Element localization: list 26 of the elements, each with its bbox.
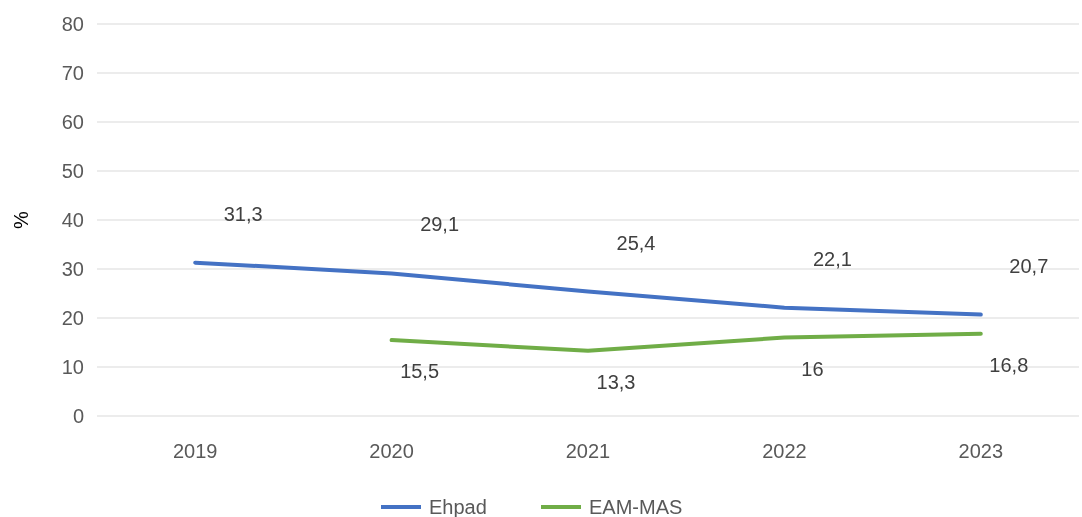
- y-tick-label: 0: [72, 405, 84, 427]
- data-label: 20,7: [1009, 254, 1049, 277]
- y-axis-title: %: [10, 210, 32, 229]
- y-tick-label: 80: [61, 13, 84, 35]
- data-label: 13,3: [596, 370, 636, 393]
- x-tick-label: 2019: [172, 440, 218, 462]
- data-label: 16,8: [989, 353, 1029, 376]
- y-tick-label: 10: [61, 356, 84, 378]
- data-label: 25,4: [616, 231, 656, 254]
- line-series: [389, 331, 983, 353]
- x-tick-label: 2022: [762, 440, 807, 462]
- data-label: 15,5: [400, 360, 440, 383]
- data-label: 31,3: [223, 202, 263, 225]
- data-label: 22,1: [812, 247, 852, 270]
- x-tick-label: 2023: [958, 440, 1004, 462]
- y-tick-label: 20: [61, 307, 84, 329]
- data-label: 29,1: [420, 213, 460, 236]
- y-tick-label: 70: [61, 62, 84, 84]
- y-tick-label: 40: [61, 209, 84, 231]
- x-tick-label: 2020: [369, 440, 414, 462]
- y-tick-label: 60: [61, 111, 84, 133]
- x-tick-label: 2021: [565, 440, 611, 462]
- y-tick-label: 30: [61, 258, 84, 280]
- data-label: 16: [801, 357, 824, 380]
- legend-label: EAM-MAS: [589, 496, 683, 517]
- y-tick-label: 50: [61, 160, 84, 182]
